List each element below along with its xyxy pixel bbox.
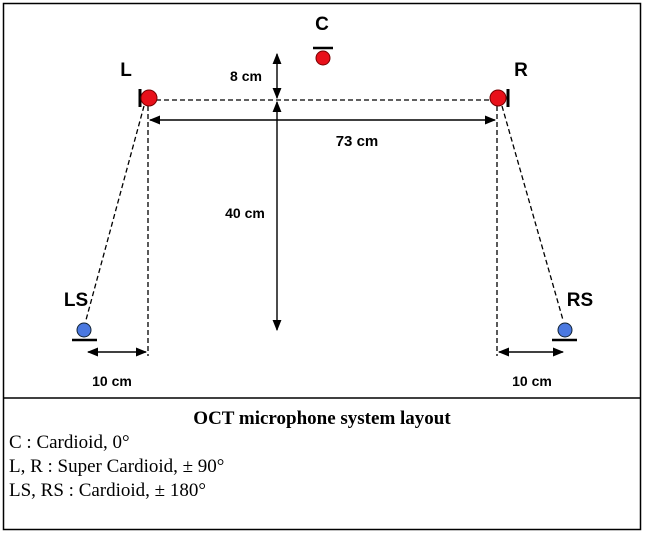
label-l: L	[120, 60, 132, 81]
label-r: R	[514, 60, 528, 81]
mic-ls	[76, 322, 92, 338]
label-rs: RS	[567, 290, 593, 311]
r-rs-line	[501, 105, 564, 321]
dim-width: 73 cm	[336, 133, 379, 150]
mic-l	[140, 89, 158, 107]
dim-right: 10 cm	[512, 373, 552, 389]
dim-depth: 40 cm	[225, 205, 265, 221]
caption-line: C : Cardioid, 0°	[9, 432, 130, 453]
mic-rs	[557, 322, 573, 338]
dim-left: 10 cm	[92, 373, 132, 389]
label-ls: LS	[64, 290, 88, 311]
l-ls-line	[85, 105, 145, 321]
caption-line: L, R : Super Cardioid, ± 90°	[9, 456, 224, 477]
caption-title: OCT microphone system layout	[193, 408, 451, 429]
dim-top: 8 cm	[230, 68, 262, 84]
mic-c	[315, 50, 331, 66]
caption-line: LS, RS : Cardioid, ± 180°	[9, 480, 206, 501]
label-c: C	[315, 14, 329, 35]
mic-r	[489, 89, 507, 107]
